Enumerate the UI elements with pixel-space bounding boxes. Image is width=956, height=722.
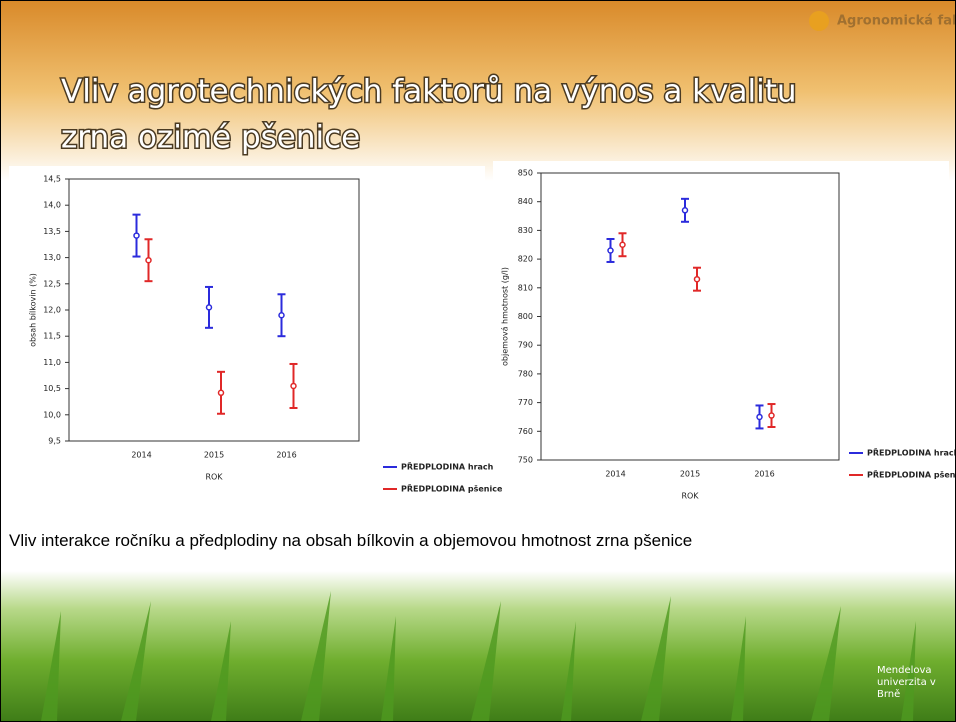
mean-point xyxy=(291,383,296,388)
legend-label: PŘEDPLODINA hrach xyxy=(401,461,494,472)
y-tick-label: 14,0 xyxy=(43,201,61,210)
y-tick-label: 810 xyxy=(518,283,533,292)
y-tick-label: 800 xyxy=(518,312,533,321)
y-tick-label: 11,0 xyxy=(43,358,61,367)
y-tick-label: 14,5 xyxy=(43,175,61,184)
y-axis-label: obsah bílkovin (%) xyxy=(29,273,38,347)
mean-point xyxy=(207,305,212,310)
x-tick-label: 2016 xyxy=(754,470,774,479)
y-tick-label: 10,0 xyxy=(43,410,61,419)
x-axis-label: ROK xyxy=(681,492,699,501)
mean-point xyxy=(769,413,774,418)
y-tick-label: 9,5 xyxy=(48,437,61,446)
y-tick-label: 12,5 xyxy=(43,279,61,288)
mean-point xyxy=(620,242,625,247)
y-tick-label: 770 xyxy=(518,398,533,407)
y-tick-label: 840 xyxy=(518,197,533,206)
mean-point xyxy=(608,248,613,253)
mean-point xyxy=(219,390,224,395)
mean-point xyxy=(683,208,688,213)
y-tick-label: 750 xyxy=(518,456,533,465)
x-tick-label: 2015 xyxy=(680,470,700,479)
y-tick-label: 12,0 xyxy=(43,306,61,315)
footer: Mendelova univerzita v Brně xyxy=(877,665,947,701)
x-tick-label: 2014 xyxy=(131,451,151,460)
x-tick-label: 2014 xyxy=(605,470,625,479)
caption: Vliv interakce ročníku a předplodiny na … xyxy=(9,529,889,553)
mean-point xyxy=(134,233,139,238)
x-axis-label: ROK xyxy=(205,473,223,482)
logo-icon xyxy=(809,11,829,31)
mean-point xyxy=(279,313,284,318)
x-tick-label: 2015 xyxy=(204,451,224,460)
y-tick-label: 850 xyxy=(518,169,533,178)
y-tick-label: 13,5 xyxy=(43,227,61,236)
slide: Agronomická fakulta Vliv agrotechnických… xyxy=(0,0,956,722)
x-tick-label: 2016 xyxy=(276,451,296,460)
mean-point xyxy=(146,258,151,263)
slide-canvas: Agronomická fakulta Vliv agrotechnických… xyxy=(1,1,955,721)
title-line: Vliv agrotechnických faktorů na výnos a … xyxy=(61,74,797,110)
y-tick-label: 13,0 xyxy=(43,253,61,262)
y-tick-label: 820 xyxy=(518,255,533,264)
title-line: zrna ozimé pšenice xyxy=(61,120,360,156)
y-tick-label: 830 xyxy=(518,226,533,235)
legend-label: PŘEDPLODINA pšenice xyxy=(867,469,955,480)
logo-text: Agronomická fakulta xyxy=(837,14,955,29)
y-tick-label: 10,5 xyxy=(43,384,61,393)
y-axis-label: objemová hmotnost (g/l) xyxy=(501,267,510,366)
mean-point xyxy=(695,277,700,282)
y-tick-label: 790 xyxy=(518,341,533,350)
y-tick-label: 11,5 xyxy=(43,332,61,341)
y-tick-label: 780 xyxy=(518,369,533,378)
mean-point xyxy=(757,414,762,419)
legend-label: PŘEDPLODINA pšenice xyxy=(401,483,503,494)
legend-label: PŘEDPLODINA hrach xyxy=(867,447,955,458)
y-tick-label: 760 xyxy=(518,427,533,436)
